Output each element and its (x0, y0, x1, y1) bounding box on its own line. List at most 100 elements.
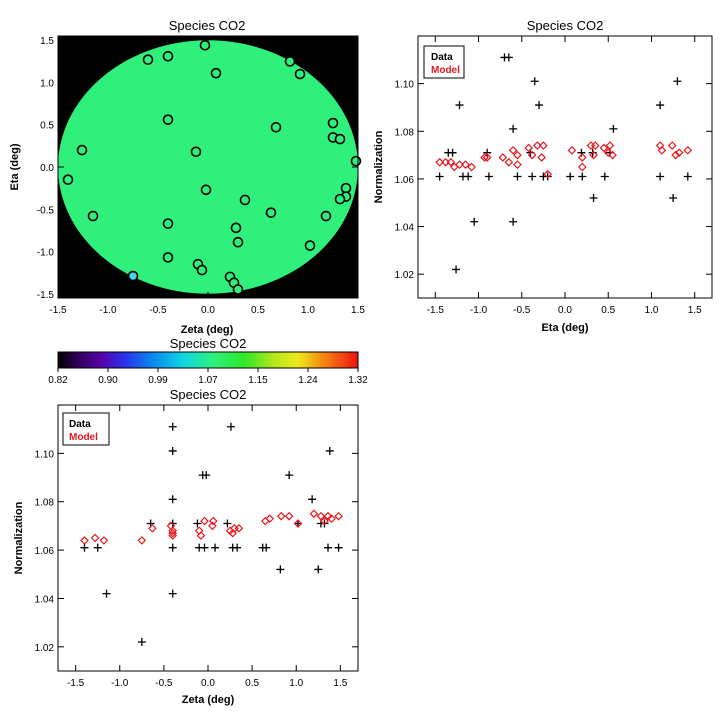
eta-model-point (524, 143, 534, 153)
zeta-data-point (93, 543, 102, 552)
map-target-marker (284, 56, 296, 67)
eta-data-point (669, 193, 678, 202)
map-x-tick-label: 1.5 (351, 305, 365, 316)
zeta-data-point (334, 543, 343, 552)
map-title: Species CO2 (169, 18, 246, 33)
map-y-tick-label: -1.0 (37, 248, 55, 259)
map-target-marker (200, 184, 212, 196)
eta-model-point (435, 157, 444, 167)
zeta-model-point (316, 511, 326, 521)
zeta-x-tick-label: -1.5 (67, 678, 85, 689)
eta-data-point (543, 172, 552, 181)
zeta-y-tick-label: 1.06 (35, 546, 55, 557)
eta-model-point (599, 143, 609, 153)
zeta-data-point (324, 543, 332, 552)
zeta-data-point (211, 543, 220, 552)
map-target-marker (162, 252, 174, 263)
zeta-title: Species CO2 (170, 387, 247, 402)
eta-y-tick-label: 1.02 (395, 270, 415, 281)
map-target-marker (327, 117, 339, 129)
zeta-y-tick-label: 1.08 (35, 498, 55, 509)
eta-model-point (446, 157, 456, 167)
zeta-model-point (168, 528, 178, 538)
eta-legend: Data Model (423, 45, 465, 79)
zeta-y-tick-label: 1.02 (35, 643, 55, 654)
zeta-model-point (90, 533, 100, 543)
eta-data-point (683, 172, 692, 181)
map-y-tick-label: 1.0 (40, 78, 54, 89)
zeta-model-point (168, 526, 178, 536)
eta-model-point (667, 141, 677, 150)
zeta-legend-model: Model (69, 432, 98, 443)
eta-model-point (577, 153, 587, 162)
eta-x-tick-label: 1.5 (688, 305, 702, 316)
map-target-marker (232, 284, 244, 295)
eta-model-point (605, 141, 615, 150)
eta-data-point (535, 101, 544, 110)
zeta-data-point (320, 519, 329, 528)
zeta-data-point (168, 422, 177, 431)
eta-y-tick-label: 1.10 (395, 80, 415, 91)
zeta-data-point (168, 446, 177, 455)
eta-y-tick-label: 1.08 (395, 127, 415, 138)
zeta-x-label: Zeta (deg) (182, 694, 235, 706)
eta-x-tick-label: 1.0 (645, 305, 659, 316)
map-y-label: Eta (deg) (9, 143, 21, 190)
eta-model-point (608, 150, 617, 160)
map-y-tick-label: 0.0 (40, 163, 54, 174)
map-target-marker (320, 210, 332, 222)
eta-title: Species CO2 (527, 18, 604, 33)
eta-data-point (464, 172, 473, 181)
zeta-model-point (99, 536, 109, 545)
eta-model-point (527, 150, 537, 160)
colorbar-title: Species CO2 (170, 336, 247, 351)
eta-data-point (673, 77, 682, 86)
eta-model-point (461, 160, 470, 169)
eta-data-point (484, 172, 493, 181)
zeta-data-point (80, 543, 89, 552)
eta-model-point (603, 148, 613, 158)
zeta-model-point (327, 514, 336, 524)
colorbar-panel: Species CO2 0.82 0.90 0.99 1.07 1.15 1.24 1.32 (48, 336, 368, 386)
zeta-model-point (200, 516, 209, 526)
zeta-y-tick-label: 1.10 (35, 449, 55, 460)
eta-data-point (578, 172, 587, 181)
map-target-marker (127, 270, 139, 282)
colorbar-tick-label: 1.32 (348, 375, 368, 386)
map-target-marker (142, 54, 154, 65)
map-target-marker (350, 155, 362, 167)
eta-model-point (513, 150, 522, 160)
zeta-data-point (223, 519, 232, 528)
eta-model-point (657, 145, 667, 155)
eta-data-point (530, 77, 539, 86)
eta-data-point (513, 172, 522, 181)
zeta-model-point (234, 523, 244, 533)
eta-data-point (528, 172, 537, 181)
eta-x-tick-label: 0.5 (601, 305, 615, 316)
zeta-model-point (284, 511, 294, 521)
map-x-tick-label: -1.0 (99, 305, 117, 316)
eta-data-point (483, 148, 492, 157)
zeta-panel: Species CO2 -1.5 -1.0 -0.5 0.0 0.5 1.0 1.5 1.02… (13, 387, 359, 706)
map-target-marker (270, 121, 282, 133)
eta-model-point (455, 160, 464, 169)
map-panel: Species CO2 -1.5 -1.0 -0.5 0.0 0.5 1.0 1.5 -1.5… (9, 18, 365, 336)
zeta-x-tick-label: -0.5 (155, 678, 173, 689)
map-target-marker (162, 50, 174, 62)
eta-data-point (656, 172, 665, 181)
zeta-legend: Data Model (62, 412, 110, 446)
eta-data-point (504, 53, 513, 62)
map-x-tick-label: -1.5 (49, 305, 67, 316)
eta-model-point (508, 145, 518, 155)
eta-data-point (509, 217, 518, 226)
map-target-marker (340, 182, 352, 194)
map-target-marker (62, 174, 74, 185)
map-x-tick-label: 0.5 (251, 305, 265, 316)
eta-data-point (470, 217, 479, 226)
map-target-marker (232, 236, 244, 248)
zeta-frame (57, 404, 359, 672)
map-target-marker (334, 133, 346, 145)
map-target-marker (294, 68, 306, 80)
zeta-model-point (334, 511, 343, 521)
